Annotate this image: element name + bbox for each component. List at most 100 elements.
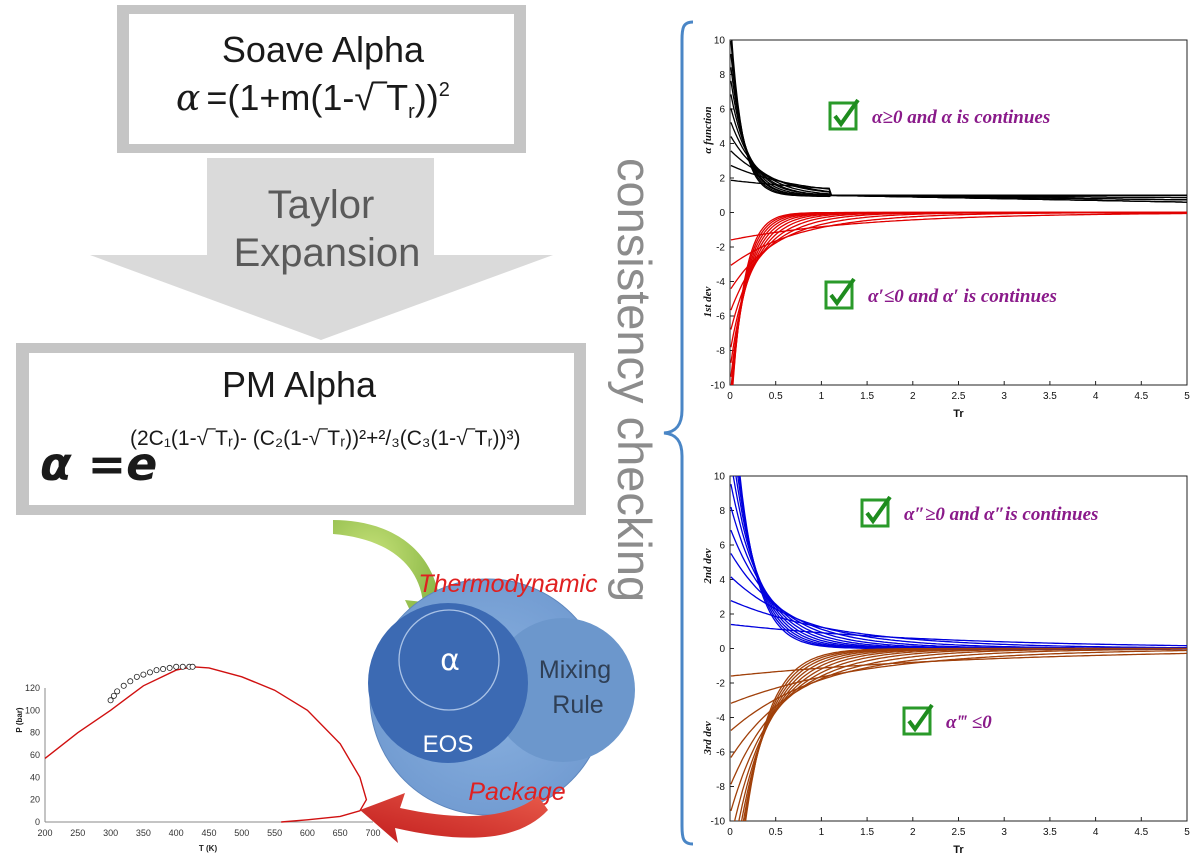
y-tick-label: -10 <box>711 817 726 828</box>
pt-x-tick-label: 700 <box>365 828 380 838</box>
pt-x-tick-label: 200 <box>37 828 52 838</box>
pt-y-tick-label: 0 <box>35 817 40 827</box>
alpha-first-derivative-chart: 0 0.5 1 1.5 2 2.5 3 3.5 4 4.5 5 10 8 6 4 2 0 -2 -4 -6 -8 -10 T… <box>702 36 1190 421</box>
soave-alpha-box: Soave Alpha α =(1+m(1-√‾Tr))2 <box>117 5 526 153</box>
package-label: Package <box>468 778 565 806</box>
x-tick-label: 5 <box>1184 391 1190 402</box>
x-tick-label: 2.5 <box>952 827 966 838</box>
pt-experimental-point <box>120 682 127 689</box>
thermodynamic-label: Thermodynamic <box>418 570 598 598</box>
y-axis-label-top: α function <box>702 106 714 153</box>
x-tick-label: 3 <box>1001 391 1007 402</box>
y-tick-label: -2 <box>716 243 725 254</box>
y-tick-label: 6 <box>719 541 725 552</box>
check-1-checkbox <box>860 498 890 528</box>
y-tick-label: -8 <box>716 346 725 357</box>
y-tick-label: 2 <box>719 610 725 621</box>
pt-experimental-point <box>133 673 140 680</box>
pt-y-tick-label: 60 <box>30 750 40 760</box>
check-1-check-icon <box>833 98 860 128</box>
x-tick-label: 4 <box>1093 391 1099 402</box>
y-tick-label: 8 <box>719 506 725 517</box>
curve-upper <box>730 600 1187 649</box>
y-tick-label: 10 <box>714 36 726 47</box>
curve-lower <box>744 647 1187 821</box>
check-2-label: α′≤0 and α′ is continues <box>868 286 1057 307</box>
y-axis-label-top: 2nd dev <box>702 548 714 584</box>
curve-group <box>730 40 1187 385</box>
mixing-label: Mixing <box>539 656 611 684</box>
venn-diagram: Thermodynamic α EOS Mixing Rule Package <box>368 570 635 816</box>
eos-label: EOS <box>423 731 474 758</box>
pt-experimental-point <box>110 692 117 699</box>
soave-formula: α =(1+m(1-√‾Tr))2 <box>176 77 450 123</box>
pt-experimental-point <box>114 688 121 695</box>
pm-formula-lhs: α =e <box>40 437 157 491</box>
pt-experimental-point <box>107 697 114 704</box>
y-tick-label: -2 <box>716 679 725 690</box>
rule-label: Rule <box>552 691 603 719</box>
x-tick-label: 0 <box>727 827 733 838</box>
check-1-label: α″≥0 and α″is continues <box>904 504 1098 525</box>
y-tick-label: 0 <box>719 208 725 219</box>
pt-x-tick-label: 600 <box>300 828 315 838</box>
x-tick-label: 1 <box>819 391 825 402</box>
pt-experimental-point <box>179 663 186 670</box>
pt-phase-envelope-line <box>44 666 368 823</box>
pt-experimental-point <box>173 663 180 670</box>
expansion-label: Expansion <box>234 231 421 275</box>
y-axis-label-bottom: 3rd dev <box>702 721 714 755</box>
pt-y-tick-label: 20 <box>30 795 40 805</box>
curve-lower <box>730 652 1187 677</box>
pt-experimental-point <box>127 678 134 685</box>
pt-experimental-point <box>189 663 196 670</box>
x-axis-label: Tr <box>953 408 964 420</box>
pt-y-axis-label: P (bar) <box>15 707 24 733</box>
pt-y-tick-label: 80 <box>30 728 40 738</box>
check-1-label: α≥0 and α is continues <box>872 107 1050 128</box>
pt-x-tick-label: 450 <box>201 828 216 838</box>
y-tick-label: 6 <box>719 105 725 116</box>
pt-envelope-chart: 200 250 300 350 400 450 500 550 600 650 700 0 20 40 60… <box>15 663 381 853</box>
y-tick-label: -6 <box>716 312 725 323</box>
x-tick-label: 3.5 <box>1043 391 1057 402</box>
pt-experimental-point <box>166 664 173 671</box>
curve-upper <box>730 53 1187 199</box>
x-tick-label: 5 <box>1184 827 1190 838</box>
pt-x-tick-label: 500 <box>234 828 249 838</box>
x-tick-label: 0.5 <box>769 391 783 402</box>
curve-upper <box>731 40 1187 203</box>
pt-x-tick-label: 300 <box>103 828 118 838</box>
x-tick-label: 0.5 <box>769 827 783 838</box>
red-curved-arrow <box>360 793 548 843</box>
pm-title: PM Alpha <box>222 364 377 405</box>
y-tick-label: 10 <box>714 472 726 483</box>
alpha-circle <box>398 609 500 711</box>
y-tick-label: 4 <box>719 139 725 150</box>
x-tick-label: 2 <box>910 391 916 402</box>
consistency-checking-label: consistency checking <box>608 158 661 602</box>
alpha-label: α <box>440 643 460 678</box>
curve-lower <box>730 649 1187 704</box>
soave-title: Soave Alpha <box>222 29 425 70</box>
second-third-derivative-chart: 0 0.5 1 1.5 2 2.5 3 3.5 4 4.5 5 10 8 6 4 2 0 -2 -4 -6 -8 -10 T… <box>702 472 1190 856</box>
check-2-check-icon <box>907 703 934 733</box>
x-tick-label: 0 <box>727 391 733 402</box>
y-tick-label: 0 <box>719 644 725 655</box>
y-axis-label-bottom: 1st dev <box>702 286 714 317</box>
y-tick-label: -8 <box>716 782 725 793</box>
check-2-label: α‴ ≤0 <box>946 712 992 733</box>
curve-lower <box>732 211 1187 385</box>
check-1-check-icon <box>865 495 892 525</box>
y-tick-label: 4 <box>719 575 725 586</box>
y-tick-label: -6 <box>716 748 725 759</box>
pt-x-tick-label: 250 <box>70 828 85 838</box>
x-tick-label: 3 <box>1001 827 1007 838</box>
pt-x-tick-label: 400 <box>169 828 184 838</box>
curve-lower <box>730 648 1187 731</box>
y-tick-label: -10 <box>711 381 726 392</box>
x-tick-label: 1.5 <box>860 391 874 402</box>
x-axis-label: Tr <box>953 844 964 856</box>
x-tick-label: 4.5 <box>1134 391 1148 402</box>
pt-experimental-point <box>140 671 147 678</box>
